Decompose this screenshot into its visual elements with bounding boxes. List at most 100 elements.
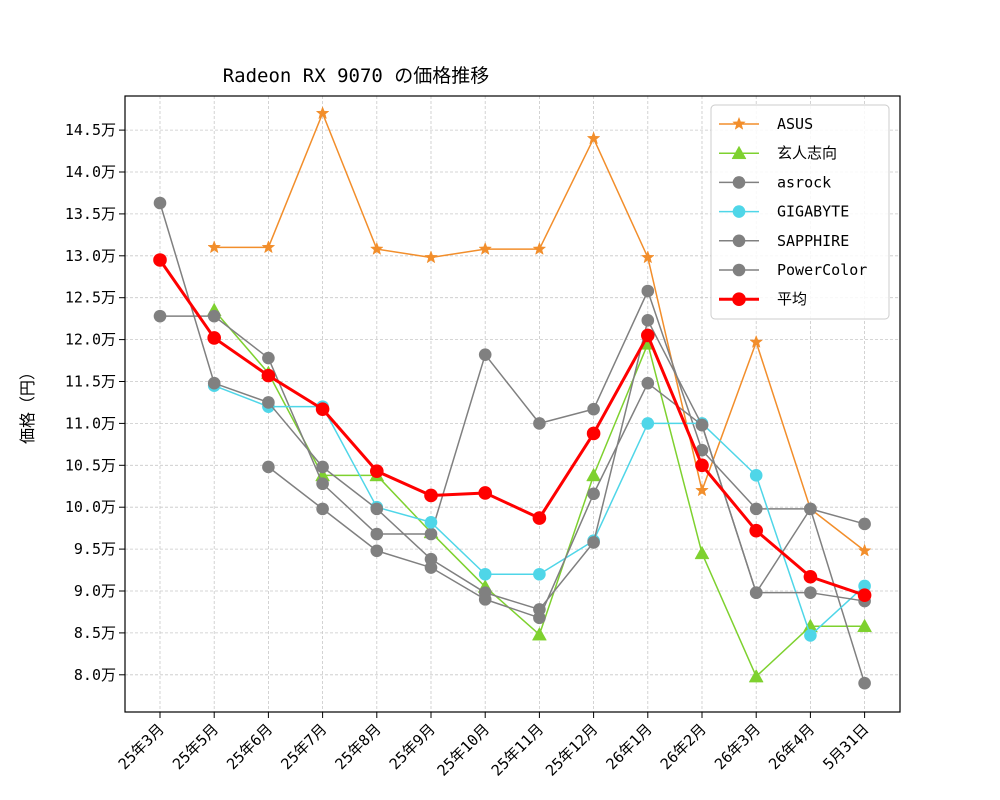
legend-marker <box>732 205 746 218</box>
data-point <box>586 426 601 441</box>
data-point <box>749 586 763 599</box>
data-point <box>370 527 384 541</box>
legend-marker <box>731 145 747 160</box>
legend-label: 玄人志向 <box>777 144 837 162</box>
data-point <box>695 418 709 432</box>
data-point <box>587 402 600 416</box>
y-tick-label: 14.0万 <box>65 163 116 181</box>
y-tick-label: 10.5万 <box>65 456 116 474</box>
y-tick-label: 13.0万 <box>65 247 116 265</box>
y-tick-label: 14.5万 <box>65 121 116 139</box>
data-point <box>424 561 438 574</box>
legend-item: GIGABYTE <box>719 203 849 221</box>
data-point <box>532 241 547 255</box>
data-point <box>641 328 655 343</box>
data-point <box>804 502 817 516</box>
x-tick-label: 26年2月 <box>657 720 710 773</box>
legend-marker <box>732 176 746 189</box>
data-point <box>641 417 655 430</box>
series-line <box>158 259 866 597</box>
data-point <box>533 567 546 581</box>
y-tick-label: 8.0万 <box>74 666 116 684</box>
data-point <box>316 460 329 474</box>
data-point <box>207 331 221 345</box>
data-point <box>533 417 546 430</box>
data-point <box>262 460 275 474</box>
x-tick-label: 25年11月 <box>488 720 547 779</box>
x-tick-label: 26年1月 <box>603 720 656 773</box>
data-point <box>370 502 384 516</box>
data-point <box>533 611 546 625</box>
data-point <box>316 477 329 491</box>
data-point <box>749 334 764 348</box>
x-tick-label: 25年3月 <box>115 720 168 773</box>
y-axis-ticks: 8.0万 8.5万 9.0万 9.5万 10.0万 10.5万 11.0万 11.5万 12.0… <box>65 121 125 684</box>
data-point <box>424 488 438 503</box>
data-point <box>857 618 873 633</box>
data-point <box>640 250 655 264</box>
data-point <box>587 487 600 501</box>
data-point <box>748 668 764 683</box>
data-point <box>586 131 601 145</box>
chart-title: Radeon RX 9070 の価格推移 <box>223 65 490 87</box>
x-tick-label: 25年6月 <box>223 720 276 773</box>
data-point <box>315 106 330 120</box>
data-point <box>694 545 710 560</box>
data-point <box>749 469 763 482</box>
data-point <box>261 240 276 254</box>
data-point <box>316 502 329 516</box>
data-point <box>478 593 492 606</box>
series-line <box>267 382 865 619</box>
x-tick-label: 25年5月 <box>169 720 222 773</box>
data-point <box>858 517 871 531</box>
data-point <box>749 502 763 516</box>
legend-label: PowerColor <box>777 261 867 279</box>
data-point <box>153 253 167 267</box>
series-line <box>160 290 866 684</box>
data-point <box>695 458 709 473</box>
data-point <box>641 376 655 390</box>
y-tick-label: 9.0万 <box>74 582 116 600</box>
data-point <box>641 284 655 298</box>
data-point <box>804 629 817 642</box>
data-point <box>695 483 709 497</box>
x-tick-label: 25年10月 <box>434 720 493 779</box>
data-point <box>207 240 222 254</box>
legend-marker <box>732 116 746 130</box>
legend-marker <box>732 263 746 277</box>
data-point <box>153 309 167 323</box>
data-point <box>587 536 600 549</box>
legend-item: ASUS <box>719 115 813 133</box>
legend-item: PowerColor <box>719 261 867 279</box>
legend-label: SAPPHIRE <box>777 232 849 250</box>
data-point <box>369 241 384 255</box>
x-tick-label: 25年8月 <box>332 720 385 773</box>
data-point <box>532 511 547 525</box>
series-6 <box>153 253 872 602</box>
legend: ASUS 玄人志向 asrock GIGABYTE SAPPHIRE PowerColor… <box>710 104 890 320</box>
series-2 <box>153 284 871 690</box>
x-tick-label: 5月31日 <box>819 720 872 773</box>
data-point <box>803 569 818 584</box>
legend-item: 玄人志向 <box>719 144 837 162</box>
data-point <box>261 368 276 383</box>
legend-marker <box>732 292 746 307</box>
x-tick-label: 25年12月 <box>542 720 601 779</box>
legend-label: 平均 <box>777 290 807 308</box>
data-point <box>531 627 547 641</box>
data-point <box>858 676 871 690</box>
legend-label: ASUS <box>777 115 813 133</box>
legend-box <box>710 104 890 320</box>
legend-item: 平均 <box>719 290 807 308</box>
data-point <box>858 579 871 593</box>
series-layer <box>153 106 873 690</box>
legend-marker <box>732 234 746 248</box>
x-tick-label: 26年4月 <box>765 720 818 773</box>
plot-frame <box>124 95 901 713</box>
data-point <box>153 196 167 210</box>
data-point <box>315 402 330 416</box>
y-tick-label: 13.5万 <box>65 205 116 223</box>
data-point <box>695 443 709 457</box>
data-point <box>478 241 493 255</box>
